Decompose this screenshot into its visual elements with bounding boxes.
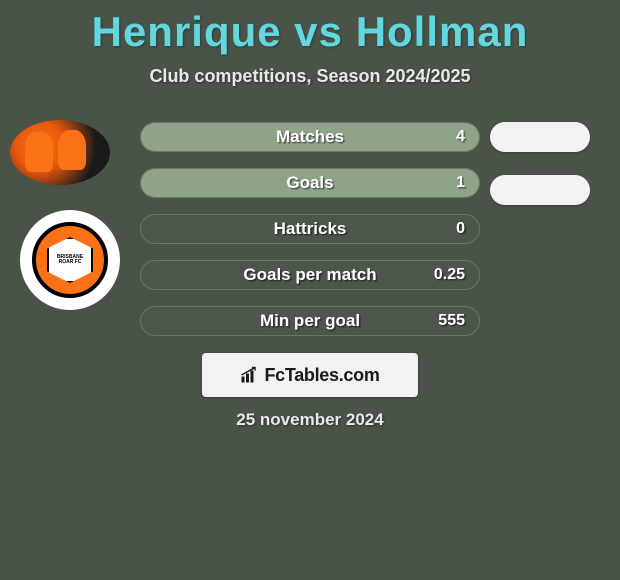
stat-value: 4 bbox=[456, 128, 465, 146]
club-shield-text: BRISBANE ROAR FC bbox=[47, 237, 93, 283]
brand-badge: FcTables.com bbox=[202, 353, 418, 397]
stat-label: Matches bbox=[141, 127, 479, 147]
stat-label: Goals bbox=[141, 173, 479, 193]
stat-row: Min per goal 555 bbox=[140, 306, 480, 336]
stat-row: Goals per match 0.25 bbox=[140, 260, 480, 290]
stat-value: 0 bbox=[456, 220, 465, 238]
stats-bars: Matches 4 Goals 1 Hattricks 0 Goals per … bbox=[140, 122, 480, 352]
stat-row: Hattricks 0 bbox=[140, 214, 480, 244]
page-subtitle: Club competitions, Season 2024/2025 bbox=[0, 66, 620, 87]
stat-row: Goals 1 bbox=[140, 168, 480, 198]
stat-label: Goals per match bbox=[141, 265, 479, 285]
page-title: Henrique vs Hollman bbox=[0, 0, 620, 56]
player-photo bbox=[10, 120, 110, 185]
stat-value: 1 bbox=[456, 174, 465, 192]
stat-label: Hattricks bbox=[141, 219, 479, 239]
comparison-pill bbox=[490, 122, 590, 152]
stat-value: 555 bbox=[438, 312, 465, 330]
brand-text: FcTables.com bbox=[264, 365, 379, 386]
date-text: 25 november 2024 bbox=[0, 410, 620, 430]
bar-chart-icon bbox=[240, 366, 258, 384]
stat-label: Min per goal bbox=[141, 311, 479, 331]
comparison-pill bbox=[490, 175, 590, 205]
stat-value: 0.25 bbox=[434, 266, 465, 284]
club-logo: BRISBANE ROAR FC bbox=[20, 210, 120, 310]
stat-row: Matches 4 bbox=[140, 122, 480, 152]
